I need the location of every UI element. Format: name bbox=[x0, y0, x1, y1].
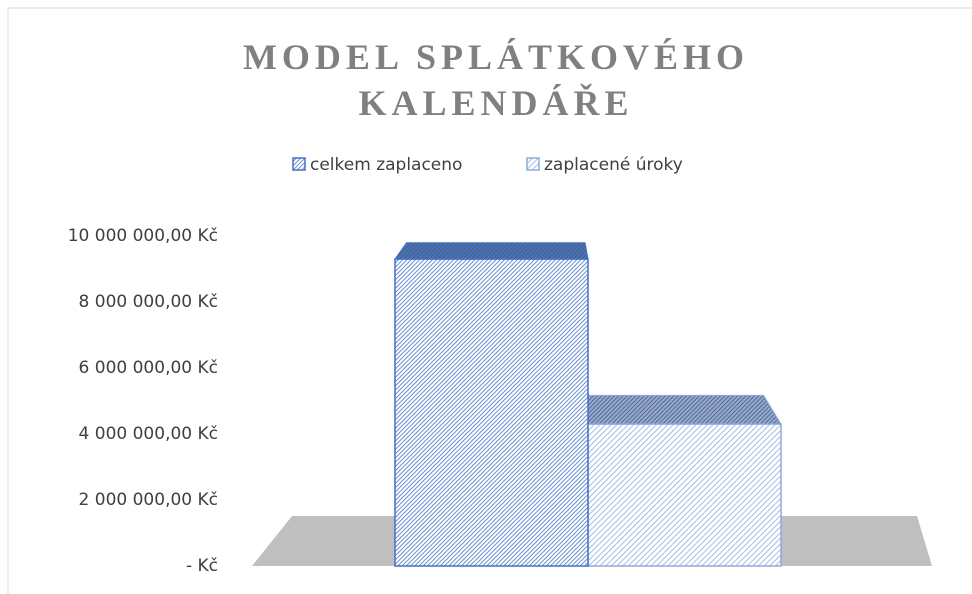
chart-title: MODEL SPLÁTKOVÉHO KALENDÁŘE bbox=[242, 37, 750, 123]
bar bbox=[394, 258, 589, 567]
y-tick-label: - Kč bbox=[186, 556, 218, 576]
bar bbox=[587, 423, 782, 567]
legend-label: zaplacené úroky bbox=[544, 155, 683, 175]
legend-swatch bbox=[526, 157, 540, 171]
bar-top bbox=[394, 242, 589, 260]
y-tick-label: 4 000 000,00 Kč bbox=[79, 424, 218, 444]
bar-top bbox=[584, 394, 782, 425]
y-tick-label: 8 000 000,00 Kč bbox=[79, 292, 218, 312]
legend-label: celkem zaplaceno bbox=[310, 155, 462, 175]
legend-swatch bbox=[292, 157, 306, 171]
chart-border bbox=[7, 7, 972, 594]
y-tick-label: 2 000 000,00 Kč bbox=[79, 490, 218, 510]
y-tick-label: 6 000 000,00 Kč bbox=[79, 358, 218, 378]
y-tick-label: 10 000 000,00 Kč bbox=[68, 226, 218, 246]
